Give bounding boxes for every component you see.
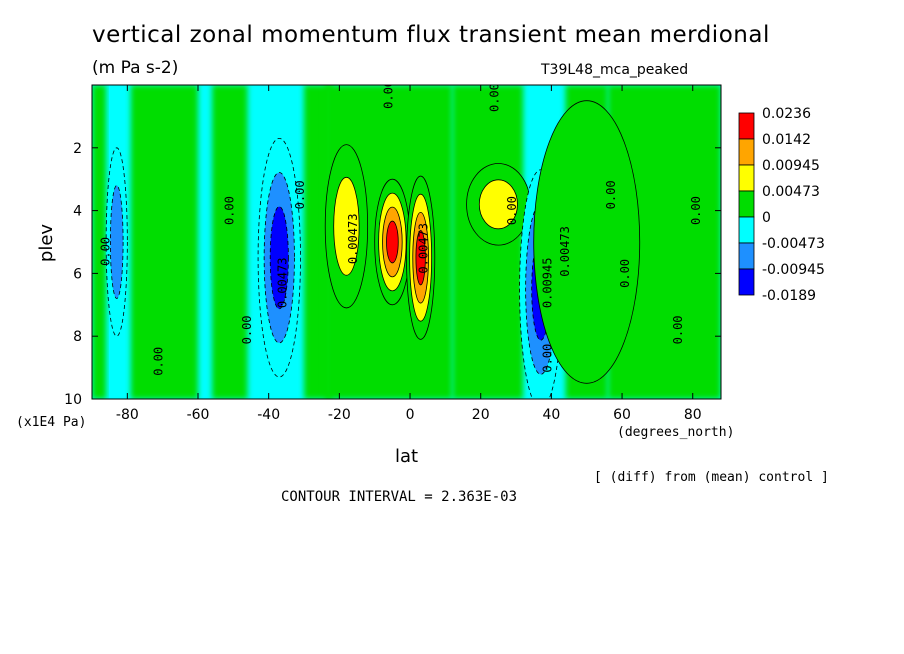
contour-label-5: 0.00 — [240, 315, 254, 344]
x-tick-label-0: 0 — [406, 407, 415, 423]
colorbar-swatch-5 — [738, 242, 755, 270]
contour-label-15: 0.00 — [689, 196, 703, 225]
contour-interval: CONTOUR INTERVAL = 2.363E-03 — [281, 489, 518, 505]
field-layer: 0.00 0.00 0.00 0.00 0.00 0.00 0.00 0.00473 0.004… — [92, 80, 721, 399]
colorbar-label-4: 0 — [762, 210, 771, 226]
colorbar-swatch-2 — [738, 164, 755, 192]
colorbar-swatch-6 — [738, 268, 755, 296]
diff-footnote: [ (diff) from (mean) control ] — [594, 470, 829, 485]
chart-units: (m Pa s-2) — [92, 58, 179, 78]
contour-label-11: 0.00473 — [558, 226, 572, 277]
x-tick-label--20: -20 — [328, 407, 351, 423]
colorbar-label-0: 0.0236 — [762, 106, 811, 122]
contour-label-16: 0.00 — [671, 315, 685, 344]
colorbar-label-7: -0.0189 — [762, 288, 816, 304]
plot-frame — [91, 84, 722, 400]
y-tick-label-2: 2 — [73, 141, 82, 157]
region-4-level-2 — [269, 206, 289, 310]
region-1-level-3 — [415, 230, 426, 286]
contour-label-0: 0.00 — [381, 80, 395, 109]
colorbar-swatch-0 — [738, 112, 755, 140]
contour-label-4: 0.00 — [293, 180, 307, 209]
y-axis-label: plev — [36, 224, 57, 263]
y-tick-label-4: 4 — [73, 204, 82, 220]
x-tick-label-40: 40 — [542, 407, 560, 423]
x-tick-label-20: 20 — [472, 407, 490, 423]
band-2 — [212, 85, 248, 399]
run-name: T39L48_mca_peaked — [541, 62, 689, 78]
contour-label-9: 0.00473 — [417, 223, 431, 274]
x-tick-label--40: -40 — [257, 407, 280, 423]
axes-layer: -80 -60 -40 -20 0 20 40 60 80 2 4 6 8 10 plev — [36, 85, 721, 423]
contour-label-17: 0.00 — [540, 344, 554, 373]
colorbar-label-5: -0.00473 — [762, 236, 825, 252]
colorbar-label-6: -0.00945 — [762, 262, 825, 278]
region-7-level-0 — [533, 100, 641, 384]
colorbar-swatch-1 — [738, 138, 755, 166]
contour-label-6: 0.00 — [152, 347, 166, 376]
x-tick-label--60: -60 — [187, 407, 210, 423]
x-tick-label--80: -80 — [116, 407, 139, 423]
y-tick-label-10: 10 — [64, 392, 82, 408]
region-3-level-1 — [478, 179, 518, 230]
region-6-level-1 — [109, 185, 124, 299]
colorbar-swatch-4 — [738, 216, 755, 244]
contour-label-2: 0.00 — [99, 237, 113, 266]
y-axis-units: (x1E4 Pa) — [16, 415, 87, 430]
contour-label-3: 0.00 — [222, 196, 236, 225]
contour-label-8: 0.00473 — [346, 214, 360, 265]
region-0-level-3 — [386, 220, 399, 264]
band-0 — [92, 85, 107, 399]
y-tick-label-8: 8 — [73, 329, 82, 345]
x-axis-label: lat — [395, 446, 419, 467]
colorbar-label-2: 0.00945 — [762, 158, 820, 174]
contour-label-7: 0.00473 — [275, 258, 289, 309]
colorbar-label-3: 0.00473 — [762, 184, 820, 200]
region-2-level-1 — [333, 176, 360, 276]
colorbar: 0.0236 0.0142 0.00945 0.00473 0 -0.00473 -0.00… — [738, 106, 825, 304]
y-tick-label-6: 6 — [73, 266, 82, 282]
colorbar-swatch-3 — [738, 190, 755, 218]
chart-title: vertical zonal momentum flux transient m… — [92, 22, 770, 48]
x-axis-units: (degrees_north) — [617, 425, 735, 440]
x-tick-label-80: 80 — [684, 407, 702, 423]
contour-label-1: 0.00 — [487, 83, 501, 112]
contour-label-12: 0.00 — [505, 196, 519, 225]
colorbar-label-1: 0.0142 — [762, 132, 811, 148]
x-tick-label-60: 60 — [613, 407, 631, 423]
contour-label-10: 0.00945 — [540, 258, 554, 309]
contour-label-14: 0.00 — [618, 259, 632, 288]
contour-label-13: 0.00 — [604, 180, 618, 209]
band-1 — [130, 85, 199, 399]
